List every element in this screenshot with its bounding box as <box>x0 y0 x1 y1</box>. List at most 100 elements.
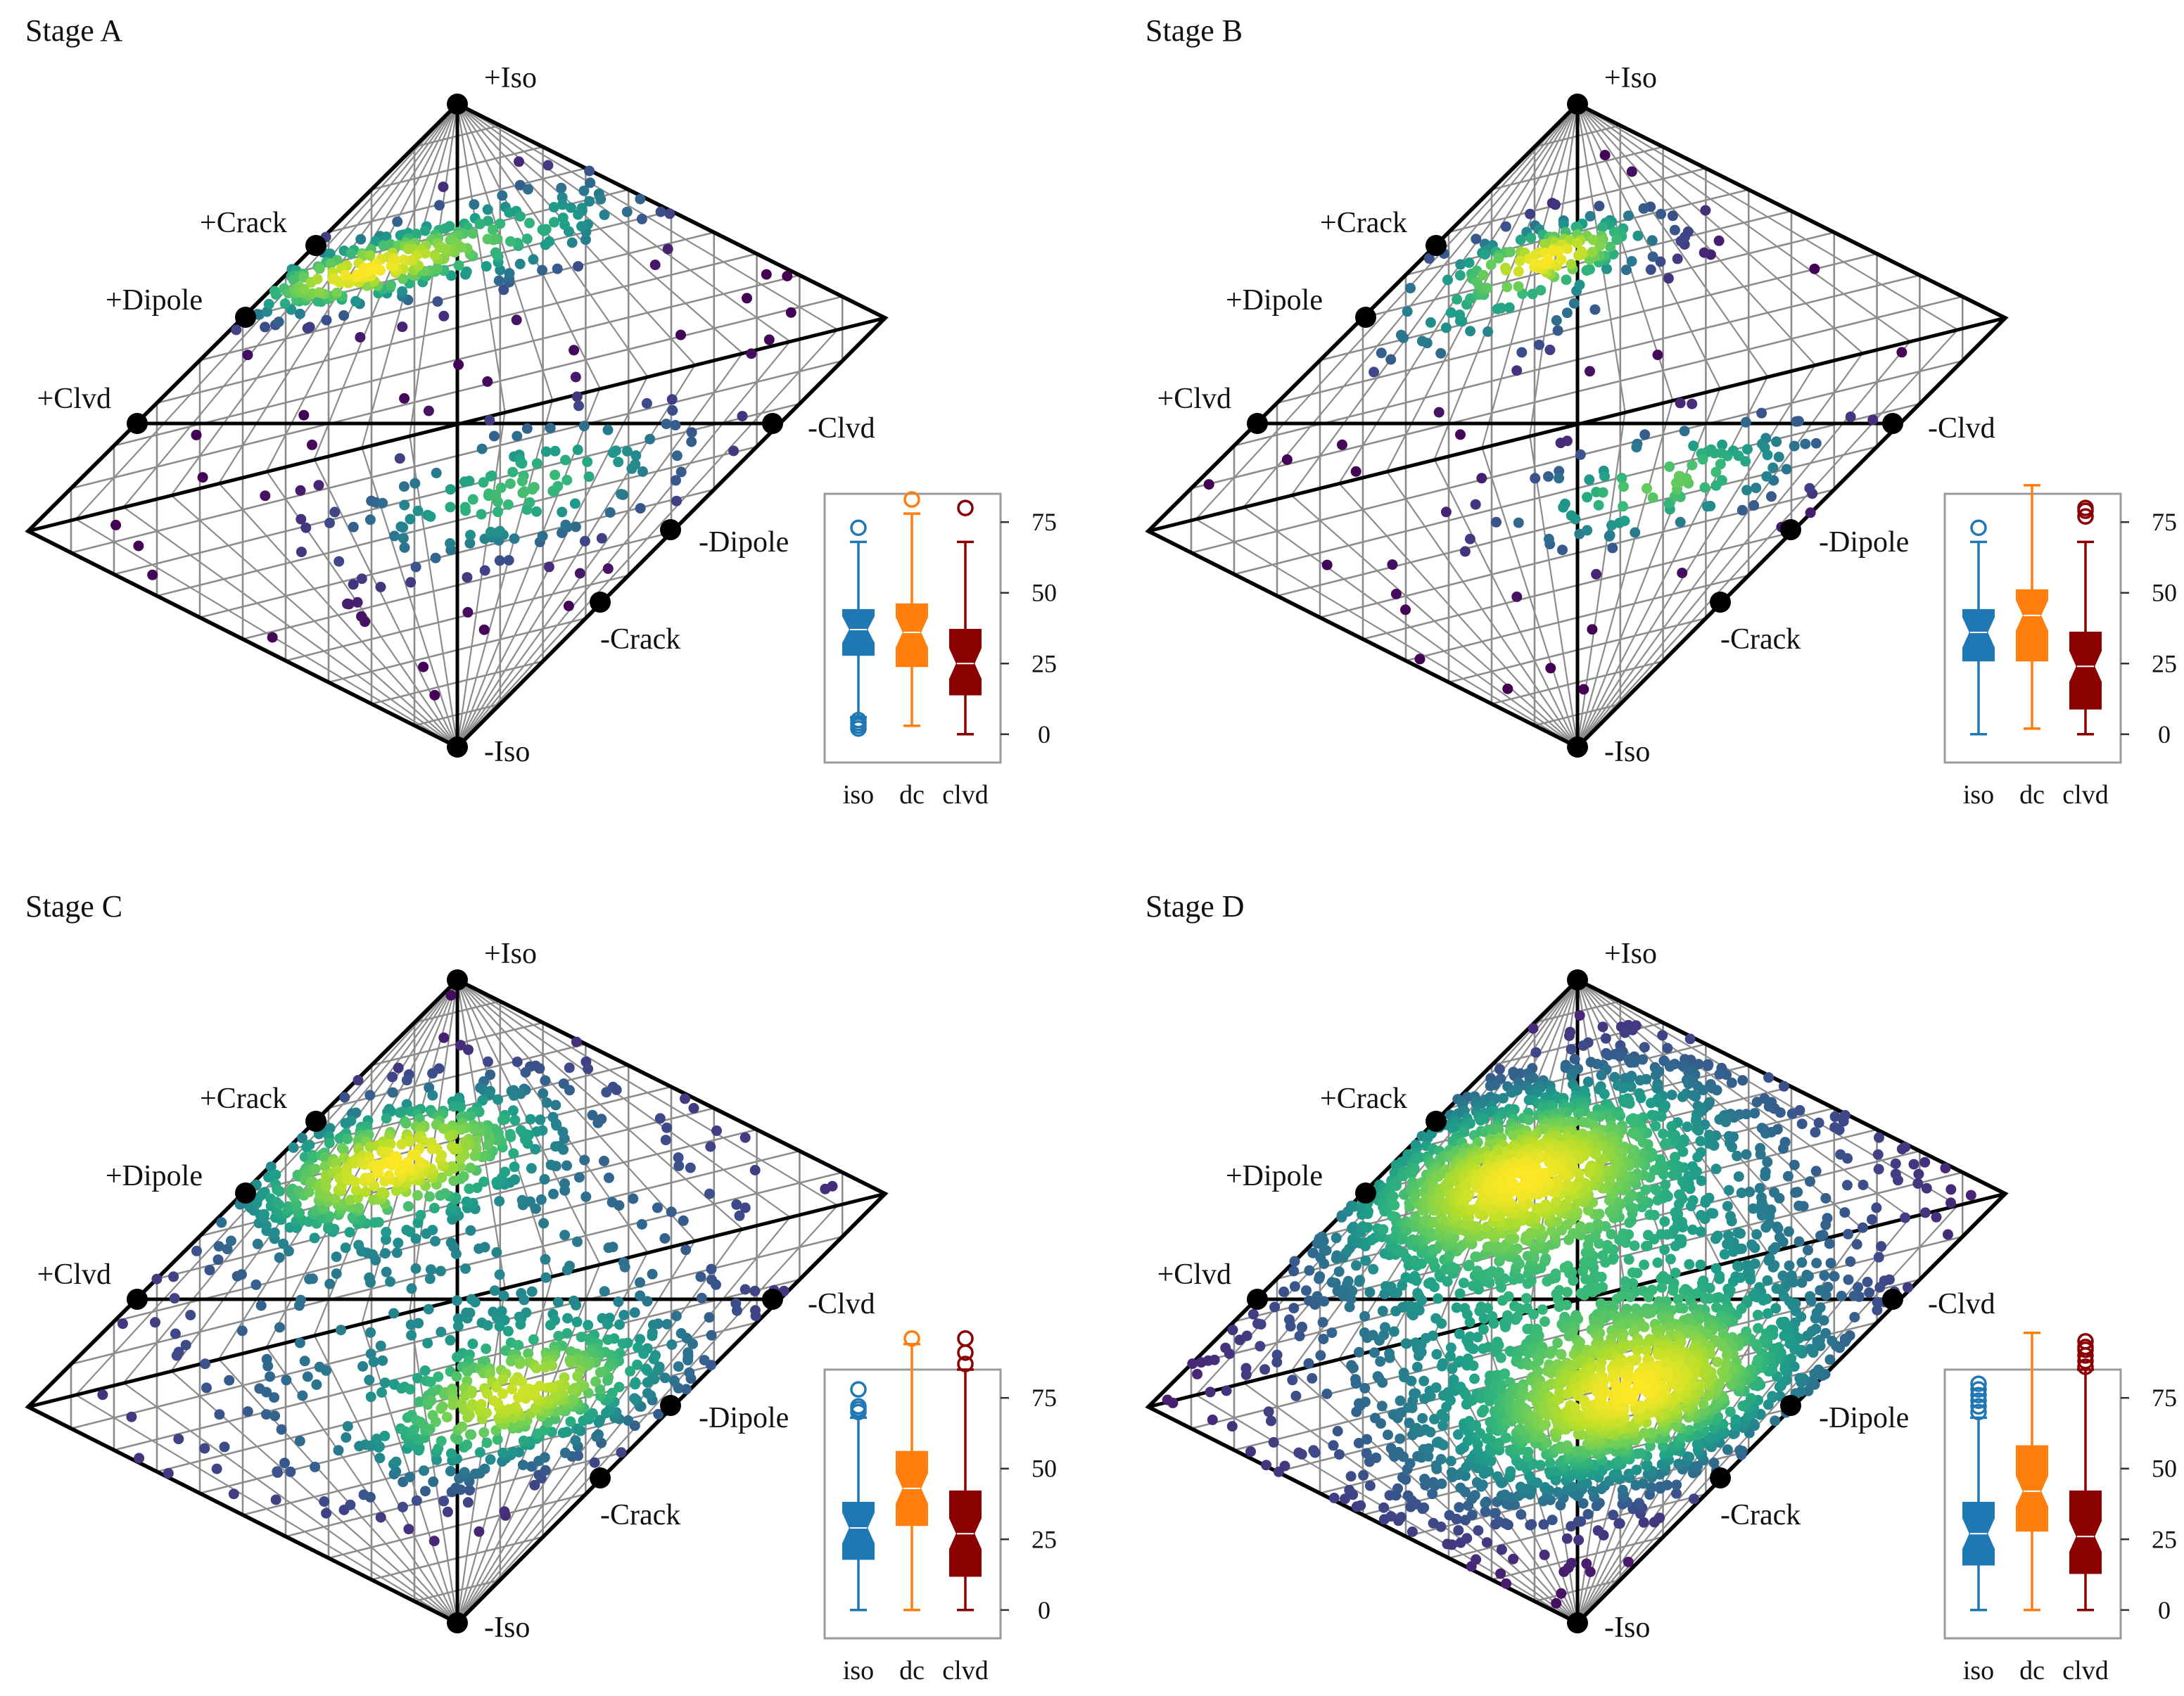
data-point <box>1652 1194 1663 1206</box>
data-point <box>1552 1486 1563 1498</box>
data-point <box>1340 1493 1350 1505</box>
data-point <box>1809 1368 1820 1379</box>
data-point <box>1493 253 1504 264</box>
data-point <box>667 404 678 416</box>
data-point <box>1829 1111 1841 1122</box>
data-point <box>1255 1341 1266 1352</box>
data-point <box>1542 254 1554 265</box>
data-point <box>303 1216 315 1228</box>
data-point <box>469 1124 480 1135</box>
data-point <box>1638 203 1649 214</box>
data-point <box>1478 1313 1490 1324</box>
data-point <box>1391 1180 1402 1192</box>
data-point <box>1543 471 1554 482</box>
data-point <box>523 1348 534 1359</box>
data-point <box>661 1122 673 1133</box>
data-point <box>1672 253 1683 264</box>
data-point <box>461 266 472 277</box>
vertex-label-pos-crack: +Crack <box>200 1083 287 1115</box>
data-point <box>1368 1263 1379 1275</box>
data-point <box>1638 1148 1649 1159</box>
data-point <box>1677 1431 1687 1441</box>
data-point <box>561 1328 573 1339</box>
data-point <box>662 243 673 255</box>
data-point <box>1631 442 1642 453</box>
data-point <box>1447 1261 1458 1273</box>
data-point <box>1759 1334 1770 1345</box>
data-point <box>1698 1085 1708 1096</box>
data-point <box>1824 1238 1835 1249</box>
data-point <box>1621 264 1632 276</box>
data-point <box>228 1488 239 1500</box>
data-point <box>686 436 697 447</box>
data-point <box>1395 329 1407 340</box>
data-point <box>1696 1210 1707 1220</box>
data-point <box>356 611 367 622</box>
data-point <box>1919 1207 1931 1218</box>
data-point <box>1624 1098 1635 1109</box>
data-point <box>503 555 514 566</box>
data-point <box>445 1465 456 1477</box>
data-point <box>1288 1265 1300 1277</box>
data-point <box>1551 315 1562 326</box>
data-point <box>1332 1426 1343 1436</box>
data-point <box>1751 1292 1763 1303</box>
data-point <box>370 236 381 247</box>
data-point <box>1597 487 1608 498</box>
data-point <box>485 471 496 482</box>
data-point <box>453 260 464 271</box>
grid-line <box>1534 1011 1578 1024</box>
data-point <box>618 1310 630 1320</box>
data-point <box>512 1057 523 1067</box>
data-point <box>485 526 496 537</box>
data-point <box>270 1494 281 1505</box>
data-point <box>364 250 376 261</box>
data-point <box>398 254 410 265</box>
data-point <box>450 1482 462 1493</box>
vertex-marker-neg-dipole <box>1780 519 1801 540</box>
data-point <box>1539 1316 1550 1327</box>
data-point <box>1515 1481 1526 1493</box>
data-point <box>502 1325 514 1337</box>
vertex-marker-neg-iso <box>447 1612 468 1633</box>
data-point <box>1453 1525 1464 1536</box>
data-point <box>498 1290 509 1301</box>
data-point <box>1569 1054 1580 1064</box>
data-point <box>500 1166 511 1178</box>
data-point <box>1539 1549 1550 1560</box>
grid-line <box>414 713 458 727</box>
data-point <box>1732 1227 1744 1238</box>
flier <box>850 1381 867 1398</box>
data-point <box>1566 259 1577 270</box>
data-point <box>1839 1333 1850 1344</box>
data-point <box>505 236 516 247</box>
data-point <box>550 1099 561 1111</box>
data-point <box>601 1087 612 1098</box>
ytick-label: 75 <box>1031 1384 1057 1412</box>
data-point <box>1902 1282 1913 1293</box>
data-point <box>1401 1338 1412 1349</box>
data-point <box>1789 440 1800 452</box>
box-body <box>842 608 875 656</box>
data-point <box>1516 347 1528 358</box>
data-point <box>1539 1481 1551 1493</box>
data-point <box>509 1114 521 1126</box>
data-point <box>250 1279 262 1290</box>
data-point <box>514 211 526 222</box>
data-point <box>1772 1221 1783 1232</box>
data-point <box>1841 1180 1853 1191</box>
data-point <box>635 193 646 205</box>
data-point <box>1538 1519 1549 1530</box>
data-point <box>1820 1219 1831 1230</box>
ytick-label: 75 <box>1031 508 1057 536</box>
data-point <box>276 1424 287 1435</box>
data-point <box>1767 1244 1779 1255</box>
data-point <box>445 270 457 281</box>
data-point <box>1418 1375 1430 1386</box>
vertex-marker-pos-dipole <box>235 307 256 328</box>
data-point <box>391 1456 402 1467</box>
data-point <box>1454 269 1466 281</box>
data-point <box>623 1415 634 1426</box>
data-point <box>642 1296 653 1307</box>
